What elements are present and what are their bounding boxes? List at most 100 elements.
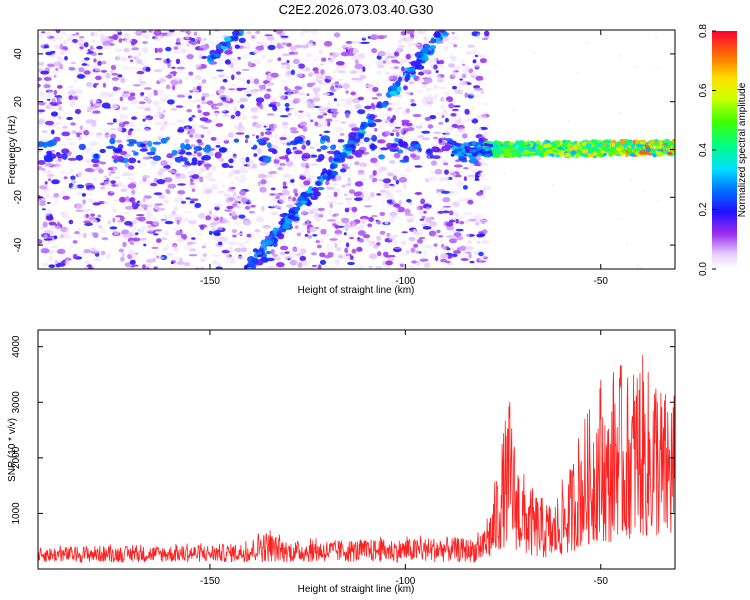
spectrogram-cell [582, 148, 588, 154]
spectrogram-cell [314, 92, 321, 98]
spectrogram-cell [61, 153, 68, 160]
spectrogram-cell [619, 54, 622, 57]
spectrogram-cell [186, 108, 192, 113]
spectrogram-cell [43, 154, 53, 162]
spectrogram-cell [460, 159, 468, 163]
spectrogram-cell [191, 168, 197, 172]
spectrogram-cell [441, 246, 447, 251]
spectrogram-cell [110, 180, 116, 185]
spectrogram-cell [161, 32, 168, 36]
spectrogram-cell [171, 210, 176, 215]
spectrogram-cell [425, 178, 429, 183]
spectrogram-cell [55, 101, 63, 105]
spectrogram-cell [252, 109, 260, 114]
spectrogram-cell [478, 173, 487, 178]
spectrogram-cell [234, 176, 240, 181]
spectrogram-cell [266, 88, 272, 92]
spectrogram-cell [98, 225, 103, 229]
spectrogram-cell [266, 35, 275, 41]
spectrogram-cell [421, 244, 429, 249]
spectrogram-cell [153, 229, 163, 232]
spectrogram-cell [108, 171, 112, 177]
spectrogram-cell [80, 171, 86, 174]
spectrogram-cell [387, 172, 394, 177]
spectrogram-cell [128, 165, 135, 170]
spectrogram-cell [211, 165, 217, 171]
spectrogram-cell [227, 185, 232, 189]
spectrogram-cell [535, 140, 541, 144]
spectrogram-cell [115, 30, 122, 33]
spectrogram-cell [405, 53, 411, 60]
spectrogram-cell [109, 226, 118, 230]
spectrogram-cell [40, 44, 45, 49]
spectrogram-cell [636, 143, 641, 149]
spectrogram-cell [611, 142, 615, 148]
spectrogram-cell [278, 94, 286, 99]
spectrogram-cell [70, 97, 77, 104]
spectrogram-cell [260, 205, 265, 212]
spectrogram-cell [113, 176, 121, 179]
spectrogram-cell [315, 56, 320, 59]
spectrogram-cell [169, 135, 175, 138]
spectrogram-cell [227, 197, 235, 202]
spectrogram-cell [100, 187, 109, 193]
spectrogram-cell [214, 112, 219, 117]
spectrogram-cell [52, 122, 61, 125]
spectrogram-cell [254, 229, 261, 233]
spectrogram-cell [84, 260, 90, 264]
spectrogram-cell [297, 262, 303, 268]
spectrogram-cell [472, 59, 477, 64]
spectrogram-cell [481, 37, 489, 40]
spectrogram-cell [215, 145, 221, 148]
spectrogram-cell [69, 244, 74, 248]
spectrogram-cell [48, 221, 57, 226]
spectrogram-cell [340, 51, 350, 57]
spectrogram-cell [121, 94, 129, 97]
spectrogram-cell [515, 140, 519, 145]
spectrogram-cell [430, 63, 434, 69]
spectrogram-cell [267, 44, 276, 51]
spectrogram-cell [652, 145, 657, 148]
spectrogram-cell [343, 232, 347, 236]
spectrogram-cell [107, 167, 113, 171]
spectrogram-y-tick-label: 20 [13, 96, 24, 108]
spectrogram-cell [429, 45, 437, 50]
spectrogram-cell [310, 119, 314, 123]
spectrogram-cell [290, 210, 296, 214]
spectrogram-cell [153, 192, 163, 196]
spectrogram-cell [353, 94, 359, 97]
spectrogram-cell [102, 82, 106, 88]
spectrogram-cell [448, 172, 457, 178]
spectrogram-cell [600, 144, 604, 148]
spectrogram-cell [230, 180, 235, 185]
spectrogram-cell [247, 35, 256, 38]
spectrogram-cell [430, 37, 435, 43]
spectrogram-cell [210, 186, 219, 190]
spectrogram-cell [260, 131, 265, 137]
spectrogram-cell [121, 56, 128, 62]
spectrogram-cell [38, 165, 43, 171]
spectrogram-cell [639, 141, 644, 145]
spectrogram-cell [46, 98, 51, 101]
spectrogram-cell [376, 242, 381, 246]
spectrogram-cell [368, 253, 378, 260]
spectrogram-cell [643, 190, 646, 193]
spectrogram-cell [479, 219, 489, 223]
spectrogram-cell [357, 96, 365, 101]
spectrogram-cell [236, 203, 240, 208]
spectrogram-cell [153, 69, 163, 73]
spectrogram-cell [357, 53, 365, 59]
spectrogram-cell [71, 33, 79, 36]
spectrogram-cell [174, 86, 181, 89]
spectrogram-cell [83, 249, 92, 254]
spectrogram-cell [177, 190, 186, 195]
spectrogram-cell [206, 100, 214, 106]
spectrogram-cell [220, 96, 227, 101]
spectrogram-cell [312, 191, 321, 197]
spectrogram-cell [75, 88, 83, 94]
spectrogram-cell [59, 63, 64, 70]
spectrogram-cell [478, 194, 487, 200]
spectrogram-cell [154, 30, 160, 35]
colorbar-tick-label: 0.6 [698, 83, 709, 97]
spectrogram-cell [129, 92, 136, 97]
